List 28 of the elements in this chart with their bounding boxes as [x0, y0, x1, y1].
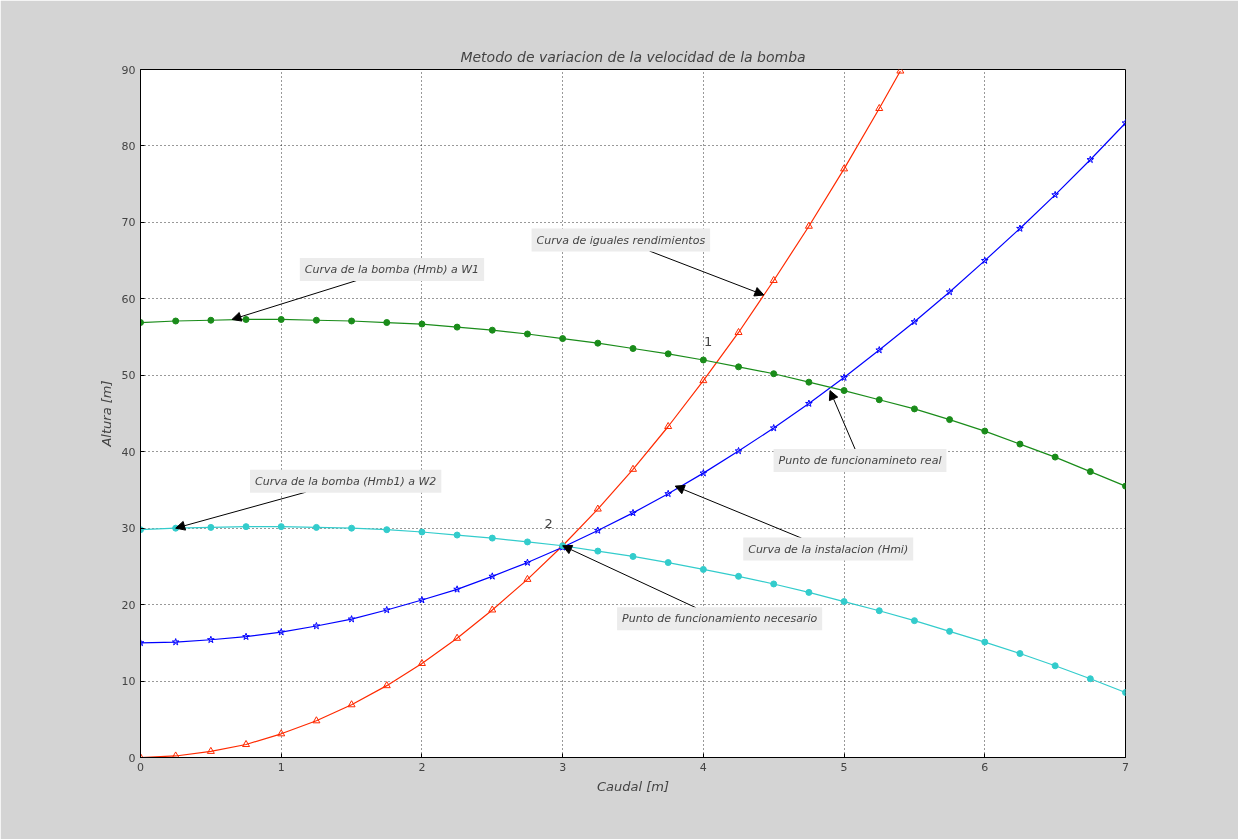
x-tick-label: 5	[840, 760, 848, 774]
y-tick-label: 50	[121, 369, 136, 383]
x-tick-label: 3	[559, 760, 567, 774]
y-axis-title: Altura [m]	[98, 380, 114, 448]
y-tick-label: 0	[128, 751, 136, 765]
y-tick-label: 80	[121, 139, 136, 153]
x-tick-label: 6	[981, 760, 989, 774]
x-tick-label: 4	[699, 760, 707, 774]
y-tick-label: 40	[121, 445, 136, 459]
x-tick-label: 2	[418, 760, 426, 774]
chart-title: Metodo de variacion de la velocidad de la bomba	[460, 48, 806, 65]
y-tick-label: 70	[121, 216, 136, 230]
annotation: Punto de funcionamiento necesario	[622, 612, 818, 626]
annotation: Curva de la bomba (Hmb) a W1	[304, 262, 480, 276]
y-tick-label: 30	[121, 522, 136, 536]
y-tick-label: 20	[121, 598, 136, 612]
y-tick-label: 60	[121, 292, 136, 306]
annotation: Curva de iguales rendimientos	[536, 233, 706, 247]
x-tick-label: 7	[1122, 760, 1129, 774]
annotation: Curva de la bomba (Hmb1) a W2	[255, 474, 437, 488]
annotation: Punto de funcionamineto real	[778, 454, 942, 468]
x-axis-title: Caudal [m]	[596, 778, 670, 794]
y-tick-label: 10	[121, 675, 136, 689]
x-tick-label: 1	[277, 760, 285, 774]
annotation: Curva de la instalacion (Hmi)	[748, 542, 909, 556]
annotation: 2	[544, 516, 553, 532]
annotation: 1	[704, 334, 713, 350]
y-tick-label: 90	[121, 63, 136, 77]
